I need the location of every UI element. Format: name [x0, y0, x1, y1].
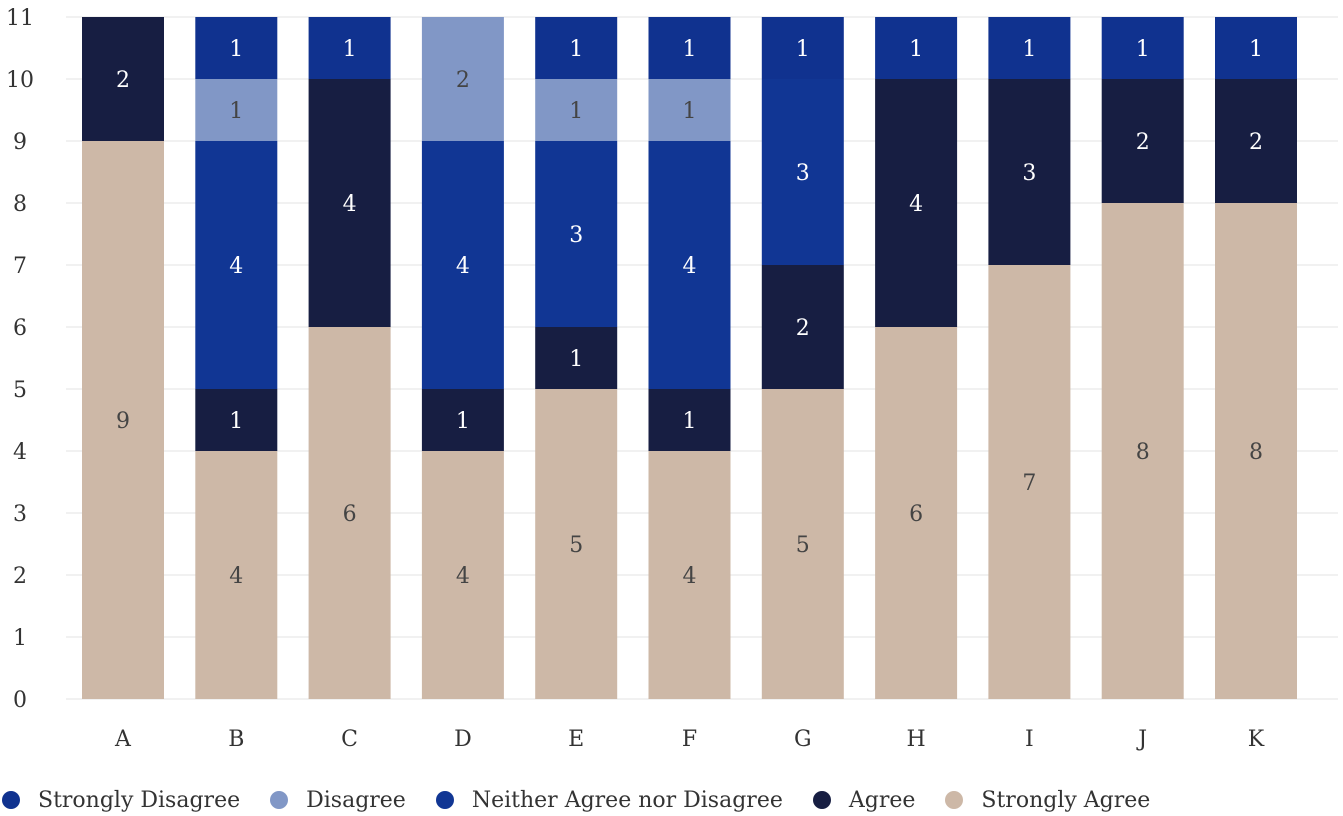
data-label: 2 [116, 68, 130, 93]
legend-item: Neither Agree nor Disagree [436, 788, 783, 813]
data-label: 1 [229, 409, 243, 434]
legend-item: Strongly Agree [945, 788, 1150, 813]
legend-swatch [945, 791, 963, 809]
legend-item: Agree [813, 788, 916, 813]
data-label: 4 [909, 192, 923, 217]
data-label: 9 [116, 409, 130, 434]
data-label: 1 [569, 347, 583, 372]
legend: Strongly Disagree Disagree Neither Agree n… [0, 784, 1343, 816]
data-label: 8 [1249, 440, 1263, 465]
data-label: 2 [1136, 130, 1150, 155]
y-tick-label: 4 [13, 440, 27, 465]
x-tick-label: J [1136, 727, 1147, 752]
x-tick-label: D [454, 727, 472, 752]
x-tick-label: K [1248, 727, 1265, 752]
data-label: 4 [229, 254, 243, 279]
data-label: 1 [1022, 37, 1036, 62]
data-label: 1 [569, 99, 583, 124]
y-tick-label: 9 [13, 130, 27, 155]
data-label: 1 [683, 99, 697, 124]
y-tick-label: 6 [13, 316, 27, 341]
legend-item: Strongly Disagree [2, 788, 240, 813]
data-label: 3 [569, 223, 583, 248]
x-tick-label: A [114, 727, 132, 752]
legend-swatch [2, 791, 20, 809]
x-tick-label: F [682, 727, 697, 752]
data-label: 1 [229, 37, 243, 62]
data-label: 1 [1136, 37, 1150, 62]
data-label: 2 [456, 68, 470, 93]
legend-swatch [436, 791, 454, 809]
data-label: 1 [343, 37, 357, 62]
legend-item: Disagree [270, 788, 406, 813]
data-label: 1 [456, 409, 470, 434]
x-tick-label: G [794, 727, 812, 752]
y-tick-label: 2 [13, 564, 27, 589]
legend-label: Agree [849, 788, 916, 813]
x-tick-label: E [568, 727, 584, 752]
data-label: 1 [569, 37, 583, 62]
data-label: 2 [1249, 130, 1263, 155]
x-tick-label: C [341, 727, 358, 752]
legend-label: Strongly Agree [981, 788, 1150, 813]
x-tick-label: B [228, 727, 244, 752]
x-tick-label: H [907, 727, 926, 752]
legend-label: Neither Agree nor Disagree [472, 788, 783, 813]
data-label: 7 [1022, 471, 1036, 496]
data-label: 1 [1249, 37, 1263, 62]
y-tick-label: 11 [6, 6, 34, 31]
y-tick-label: 0 [13, 688, 27, 713]
legend-swatch [270, 791, 288, 809]
data-label: 4 [456, 564, 470, 589]
data-label: 4 [683, 564, 697, 589]
data-label: 1 [229, 99, 243, 124]
x-tick-label: I [1025, 727, 1034, 752]
y-tick-label: 1 [13, 626, 27, 651]
x-axis-ticks: A B C D E F G H I J K [114, 727, 1265, 752]
data-label: 4 [343, 192, 357, 217]
y-axis-ticks: 0 1 2 3 4 5 6 7 8 9 10 11 [6, 6, 34, 713]
y-tick-label: 8 [13, 192, 27, 217]
data-label: 5 [569, 533, 583, 558]
data-label: 8 [1136, 440, 1150, 465]
data-label: 1 [683, 37, 697, 62]
data-label: 3 [1022, 161, 1036, 186]
data-label: 2 [796, 316, 810, 341]
data-label: 6 [343, 502, 357, 527]
data-label: 4 [229, 564, 243, 589]
legend-label: Strongly Disagree [38, 788, 240, 813]
data-label: 4 [456, 254, 470, 279]
data-label: 1 [683, 409, 697, 434]
y-tick-label: 10 [6, 68, 34, 93]
y-tick-label: 7 [13, 254, 27, 279]
data-label: 1 [796, 37, 810, 62]
legend-label: Disagree [306, 788, 406, 813]
data-label: 5 [796, 533, 810, 558]
data-label: 1 [909, 37, 923, 62]
data-label: 3 [796, 161, 810, 186]
y-tick-label: 3 [13, 502, 27, 527]
legend-swatch [813, 791, 831, 809]
data-label: 6 [909, 502, 923, 527]
y-tick-label: 5 [13, 378, 27, 403]
data-label: 4 [683, 254, 697, 279]
